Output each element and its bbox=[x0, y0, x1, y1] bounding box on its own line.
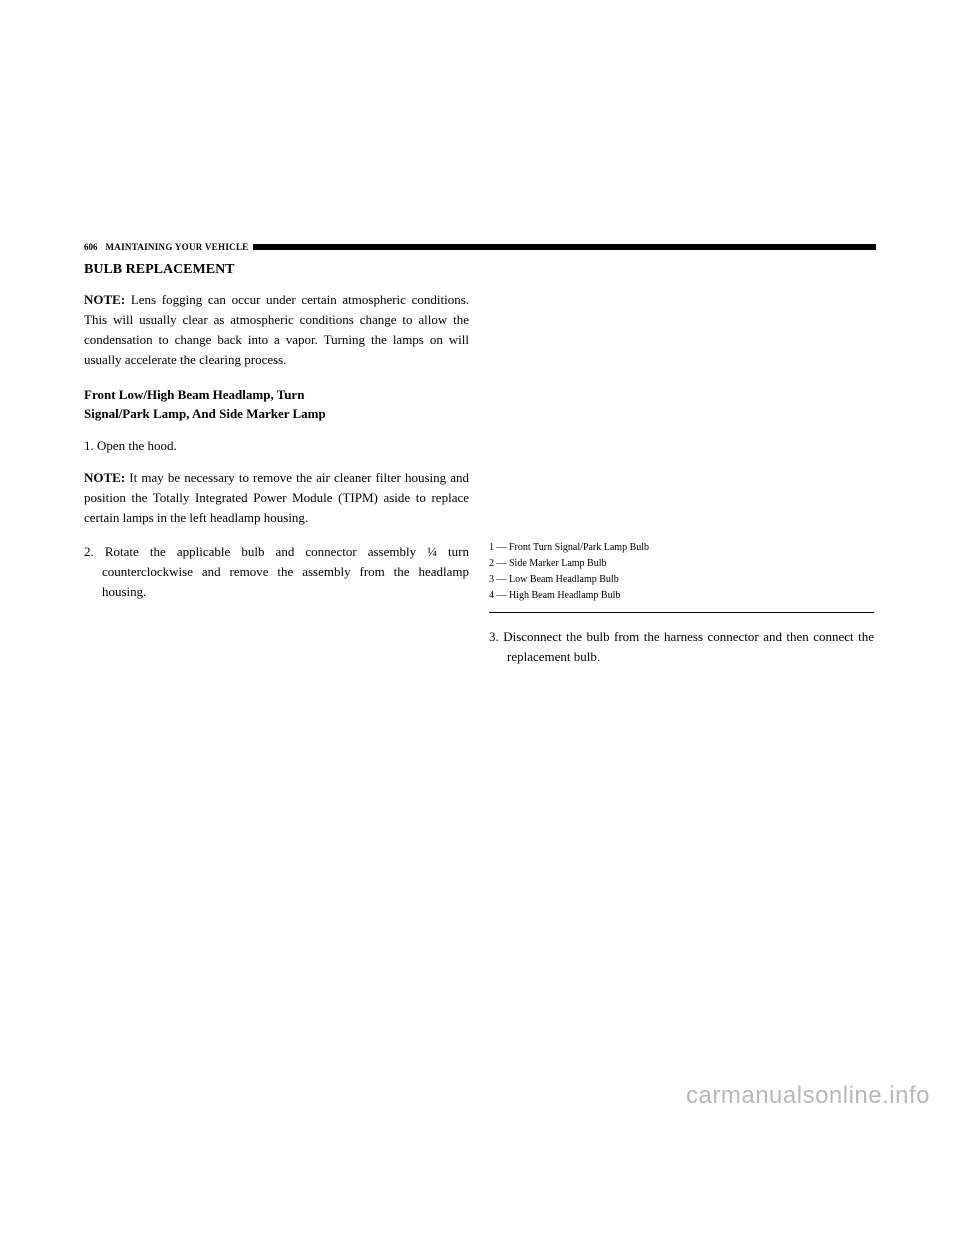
note-1: NOTE: Lens fogging can occur under certa… bbox=[84, 290, 469, 371]
section-title: BULB REPLACEMENT bbox=[84, 262, 469, 278]
page-header: 606 MAINTAINING YOUR VEHICLE bbox=[84, 242, 876, 252]
note-1-text: Lens fogging can occur under certain atm… bbox=[84, 292, 469, 367]
note-2: NOTE: It may be necessary to remove the … bbox=[84, 468, 469, 528]
watermark: carmanualsonline.info bbox=[686, 1082, 930, 1110]
headlamp-diagram-image bbox=[489, 258, 874, 536]
legend-item-3: 3 — Low Beam Headlamp Bulb bbox=[489, 572, 874, 588]
note-2-label: NOTE: bbox=[84, 470, 125, 485]
page-number: 606 bbox=[84, 242, 98, 252]
note-2-text: It may be necessary to remove the air cl… bbox=[84, 470, 469, 525]
content-columns: BULB REPLACEMENT NOTE: Lens fogging can … bbox=[84, 258, 876, 679]
header-section-text: MAINTAINING YOUR VEHICLE bbox=[106, 242, 249, 252]
header-rule bbox=[253, 244, 876, 250]
legend-item-4: 4 — High Beam Headlamp Bulb bbox=[489, 588, 874, 604]
legend-item-2: 2 — Side Marker Lamp Bulb bbox=[489, 556, 874, 572]
step-1: 1. Open the hood. bbox=[84, 436, 469, 456]
step-2: 2. Rotate the applicable bulb and connec… bbox=[84, 542, 469, 602]
left-column: BULB REPLACEMENT NOTE: Lens fogging can … bbox=[84, 258, 469, 679]
note-1-label: NOTE: bbox=[84, 292, 125, 307]
page-container: 606 MAINTAINING YOUR VEHICLE BULB REPLAC… bbox=[84, 242, 876, 756]
subheading-line2: Signal/Park Lamp, And Side Marker Lamp bbox=[84, 404, 469, 424]
subheading-line1: Front Low/High Beam Headlamp, Turn bbox=[84, 385, 469, 405]
legend-item-1: 1 — Front Turn Signal/Park Lamp Bulb bbox=[489, 540, 874, 556]
legend: 1 — Front Turn Signal/Park Lamp Bulb 2 —… bbox=[489, 540, 874, 613]
subheading: Front Low/High Beam Headlamp, Turn Signa… bbox=[84, 385, 469, 424]
right-column: 1 — Front Turn Signal/Park Lamp Bulb 2 —… bbox=[489, 258, 874, 679]
step-3: 3. Disconnect the bulb from the harness … bbox=[489, 627, 874, 667]
